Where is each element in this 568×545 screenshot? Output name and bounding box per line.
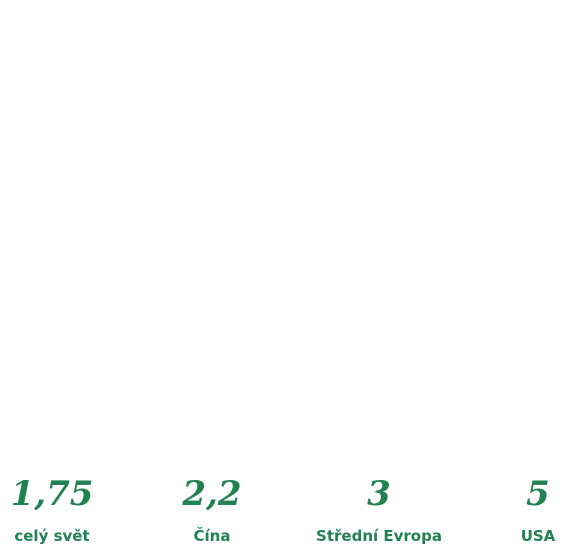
bar-2 — [180, 210, 244, 442]
bar-3 — [347, 210, 411, 442]
globe-icon — [506, 294, 568, 358]
category-label-2: Čína — [194, 526, 231, 545]
globe-icon — [347, 378, 411, 442]
value-label-3: 3 — [367, 474, 391, 514]
bar-1 — [20, 294, 84, 442]
value-label-4: 5 — [526, 474, 550, 514]
globe-icon — [506, 42, 568, 106]
value-label-1: 1,75 — [11, 474, 94, 514]
globe-icon — [180, 294, 244, 358]
category-label-3: Střední Evropa — [316, 527, 442, 545]
globe-icon — [506, 210, 568, 274]
globe-icon — [347, 294, 411, 358]
category-label-4: USA — [521, 527, 556, 545]
globe-icon — [506, 126, 568, 190]
globe-icon — [180, 378, 244, 442]
category-label-1: celý svět — [14, 527, 89, 545]
globe-icon — [347, 210, 411, 274]
value-label-2: 2,2 — [181, 474, 241, 514]
globe-icon — [20, 378, 84, 442]
globe-icon — [506, 378, 568, 442]
globe-icon — [180, 210, 244, 274]
globe-icon — [20, 294, 84, 358]
bar-4 — [506, 42, 568, 442]
